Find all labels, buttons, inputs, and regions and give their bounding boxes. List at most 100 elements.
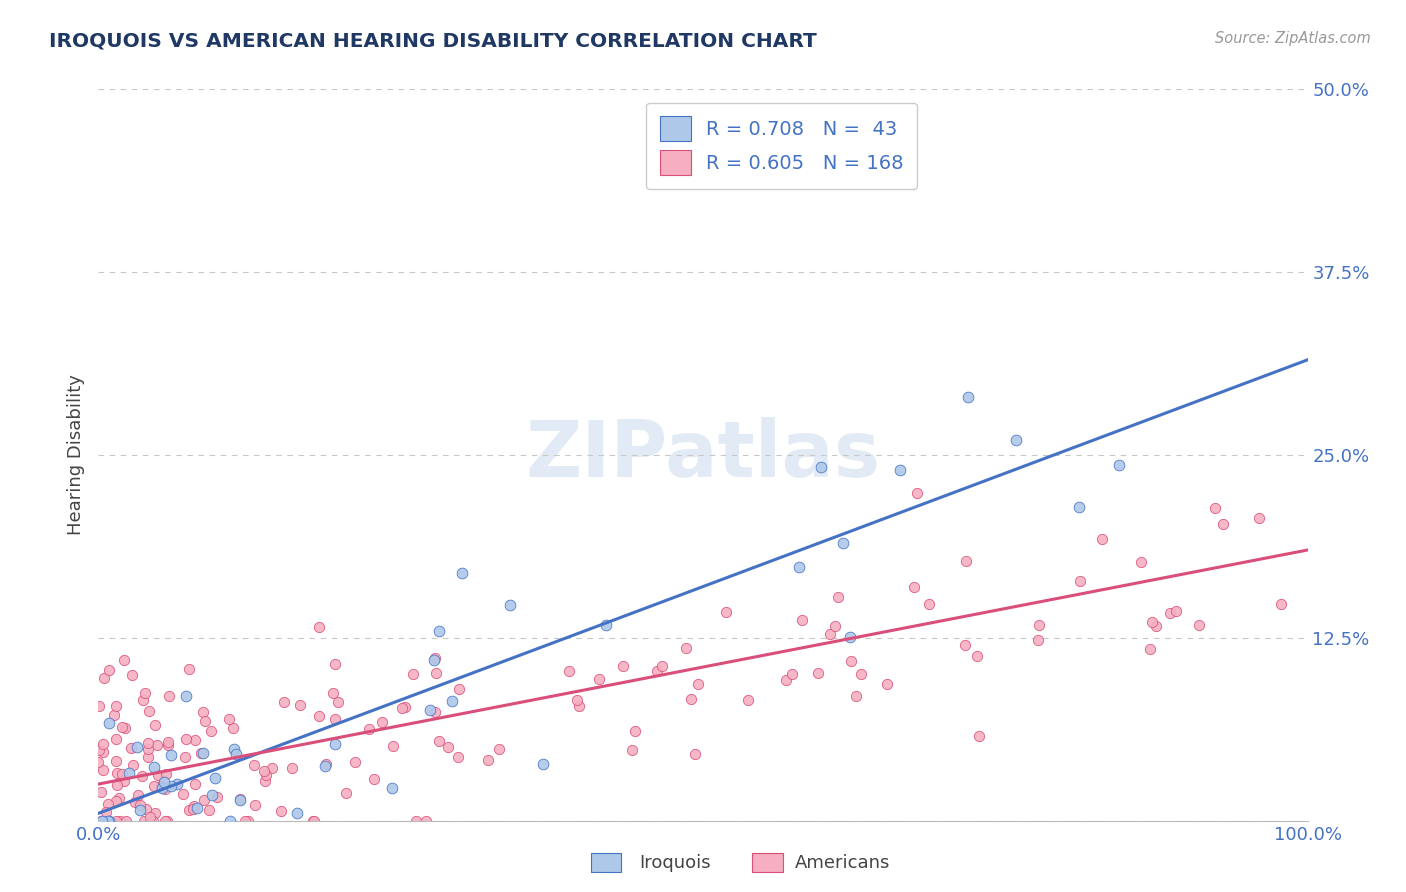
Point <box>153 775 176 789</box>
Point <box>903 580 925 594</box>
Point <box>302 814 325 828</box>
Point <box>193 793 215 807</box>
Text: IROQUOIS VS AMERICAN HEARING DISABILITY CORRELATION CHART: IROQUOIS VS AMERICAN HEARING DISABILITY … <box>49 31 817 50</box>
Point <box>381 739 404 753</box>
Point <box>139 814 162 828</box>
Point <box>87 755 110 769</box>
Point <box>200 788 222 802</box>
Point <box>156 814 179 828</box>
Point <box>260 761 283 775</box>
Point <box>1091 532 1114 546</box>
Point <box>832 536 855 550</box>
Point <box>953 638 976 652</box>
Point <box>451 566 474 580</box>
Point <box>108 814 131 828</box>
Point <box>447 682 470 697</box>
Point <box>112 773 135 788</box>
Point <box>308 620 330 634</box>
Point <box>198 803 221 817</box>
Point <box>270 804 292 818</box>
Point <box>415 814 437 828</box>
Point <box>157 739 180 753</box>
Point <box>845 689 868 703</box>
Point <box>1140 615 1163 630</box>
Point <box>193 706 215 720</box>
Point <box>93 737 115 751</box>
Point <box>851 667 873 681</box>
Point <box>135 802 157 816</box>
Point <box>94 805 117 819</box>
Point <box>143 718 166 732</box>
Point <box>792 613 814 627</box>
Point <box>1166 604 1188 618</box>
Point <box>104 754 127 768</box>
Point <box>149 779 172 793</box>
Point <box>90 814 112 828</box>
Point <box>157 689 180 703</box>
Point <box>155 767 177 781</box>
Point <box>302 814 325 828</box>
Point <box>229 793 252 807</box>
Point <box>335 786 357 800</box>
Point <box>222 741 245 756</box>
Point <box>225 747 247 761</box>
Point <box>956 390 979 404</box>
Point <box>647 665 669 679</box>
Point <box>425 651 447 665</box>
Point <box>136 736 159 750</box>
Point <box>252 764 274 779</box>
Point <box>824 619 846 633</box>
Point <box>254 773 277 788</box>
Point <box>114 721 136 735</box>
Point <box>1026 633 1049 648</box>
Point <box>1159 607 1181 621</box>
Point <box>97 814 120 828</box>
Point <box>966 649 988 664</box>
Point <box>146 739 169 753</box>
Point <box>371 714 394 729</box>
Point <box>322 686 344 700</box>
Point <box>129 803 152 817</box>
Point <box>193 746 215 760</box>
Text: Americans: Americans <box>794 855 890 872</box>
Point <box>280 761 302 775</box>
Point <box>136 742 159 756</box>
Point <box>127 788 149 802</box>
Point <box>326 695 349 709</box>
Point <box>183 798 205 813</box>
Point <box>105 794 128 808</box>
Point <box>98 663 121 677</box>
Point <box>806 666 828 681</box>
Point <box>156 735 179 749</box>
Point <box>172 788 194 802</box>
Point <box>325 737 347 751</box>
Point <box>115 814 138 828</box>
Point <box>1144 619 1167 633</box>
Point <box>105 698 128 713</box>
Point <box>160 779 183 793</box>
Point <box>567 693 589 707</box>
Point <box>131 693 153 707</box>
Point <box>624 723 647 738</box>
Point <box>222 721 245 735</box>
Point <box>228 792 250 806</box>
Point <box>150 780 173 795</box>
Point <box>177 803 200 817</box>
Point <box>651 659 673 673</box>
Point <box>166 777 188 791</box>
Point <box>87 743 110 757</box>
Text: Iroquois: Iroquois <box>640 855 711 872</box>
Text: ZIPatlas: ZIPatlas <box>526 417 880 493</box>
Point <box>186 801 208 815</box>
Point <box>955 554 977 568</box>
Point <box>839 654 862 668</box>
Point <box>423 705 446 719</box>
Point <box>91 745 114 759</box>
Point <box>918 597 941 611</box>
Point <box>254 768 277 782</box>
Y-axis label: Hearing Disability: Hearing Disability <box>66 375 84 535</box>
Point <box>402 666 425 681</box>
Point <box>488 742 510 756</box>
Point <box>97 797 120 811</box>
Point <box>1139 642 1161 657</box>
